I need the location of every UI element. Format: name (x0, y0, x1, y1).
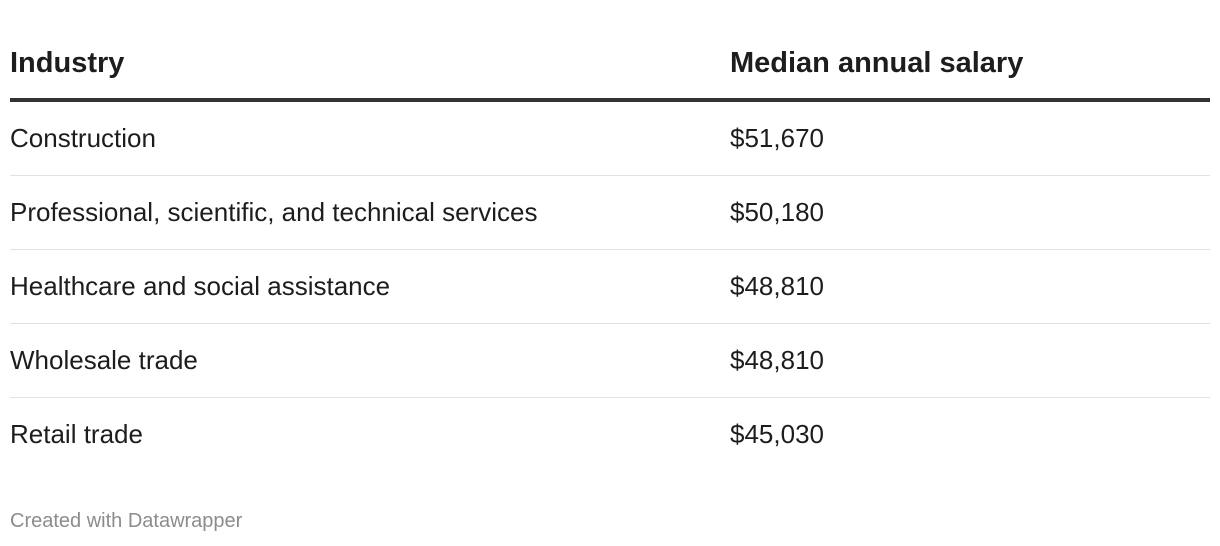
salary-table: Industry Median annual salary Constructi… (10, 28, 1210, 471)
salary-cell: $51,670 (730, 100, 1210, 176)
industry-cell: Wholesale trade (10, 323, 730, 398)
datawrapper-credit[interactable]: Created with Datawrapper (10, 510, 243, 532)
industry-cell: Construction (10, 100, 730, 176)
column-header-median-salary: Median annual salary (730, 28, 1210, 102)
salary-cell: $48,810 (730, 249, 1210, 324)
salary-cell: $48,810 (730, 323, 1210, 398)
column-header-industry: Industry (10, 28, 730, 102)
table-row: Retail trade $45,030 (10, 398, 1210, 472)
industry-cell: Retail trade (10, 419, 143, 449)
table-header-row: Industry Median annual salary (10, 28, 1210, 102)
industry-cell: Healthcare and social assistance (10, 249, 730, 324)
salary-cell: $45,030 (730, 419, 824, 449)
salary-cell: $50,180 (730, 175, 1210, 250)
table-row: Professional, scientific, and technical … (10, 175, 1210, 250)
industry-cell: Professional, scientific, and technical … (10, 175, 730, 250)
table-row: Construction $51,670 (10, 100, 1210, 176)
table-row: Wholesale trade $48,810 (10, 323, 1210, 398)
table-row: Healthcare and social assistance $48,810 (10, 249, 1210, 324)
